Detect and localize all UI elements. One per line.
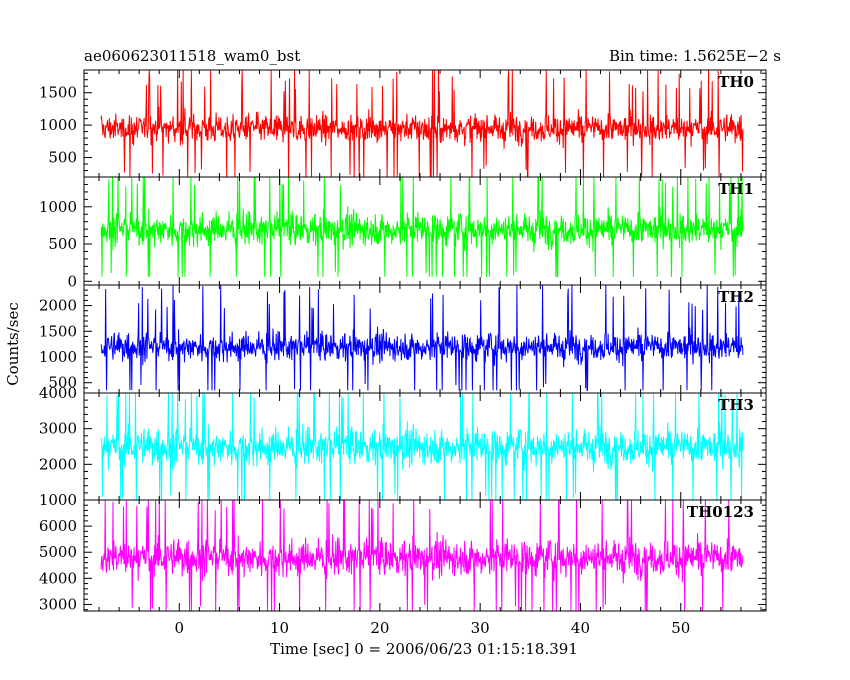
y-tick-label: 3000 <box>39 420 77 438</box>
y-tick-label: 500 <box>48 235 77 253</box>
chart-panels: 50010001500TH005001000TH1500100015002000… <box>39 69 767 637</box>
panel-th0: 500 1000 1500 TH0 <box>39 69 767 178</box>
y-tick-label: 3000 <box>39 595 77 613</box>
series-th3 <box>100 393 744 500</box>
panel-th0123: 3000 4000 5000 6000 TH0123 <box>39 499 767 613</box>
y-tick-label: 1000 <box>39 348 77 366</box>
x-tick-label: 10 <box>270 619 289 637</box>
panel-label: TH1 <box>718 180 754 198</box>
panel-th1: 0 500 1000 TH1 <box>39 176 767 290</box>
y-tick-label: 500 <box>48 374 77 392</box>
series-th2 <box>100 285 744 391</box>
y-tick-label: 1500 <box>39 322 77 340</box>
y-tick-label: 0 <box>67 272 77 290</box>
y-tick-label: 1000 <box>39 198 77 216</box>
x-tick-label: 40 <box>571 619 590 637</box>
panel-th3: 1000 2000 3000 4000 TH3 <box>39 384 767 509</box>
x-tick-label: 50 <box>671 619 690 637</box>
y-tick-label: 2000 <box>39 455 77 473</box>
panel-label: TH3 <box>718 396 754 414</box>
x-tick-label: 30 <box>471 619 490 637</box>
y-axis-label: Counts/sec <box>4 302 22 386</box>
panel-label: TH0123 <box>687 503 754 521</box>
panel-label: TH2 <box>718 288 754 306</box>
y-tick-label: 4000 <box>39 569 77 587</box>
y-tick-label: 1000 <box>39 116 77 134</box>
series-th1 <box>100 177 744 278</box>
chart-title-right: Bin time: 1.5625E−2 s <box>609 47 781 65</box>
y-tick-label: 6000 <box>39 517 77 535</box>
y-tick-label: 500 <box>48 149 77 167</box>
series-th0 <box>100 70 744 177</box>
x-tick-label: 0 <box>175 619 185 637</box>
panel-th2: 500 1000 1500 2000 TH2 <box>39 284 767 394</box>
x-tick-label: 20 <box>370 619 389 637</box>
y-tick-label: 5000 <box>39 543 77 561</box>
x-axis-label: Time [sec] 0 = 2006/06/23 01:15:18.391 <box>270 640 578 658</box>
y-tick-label: 2000 <box>39 297 77 315</box>
panel-frame <box>83 499 767 612</box>
y-tick-label: 4000 <box>39 384 77 402</box>
series-th0123 <box>100 500 744 611</box>
panel-label: TH0 <box>718 73 754 91</box>
chart-title-left: ae060623011518_wam0_bst <box>84 47 300 65</box>
y-tick-label: 1000 <box>39 491 77 509</box>
y-tick-label: 1500 <box>39 84 77 102</box>
